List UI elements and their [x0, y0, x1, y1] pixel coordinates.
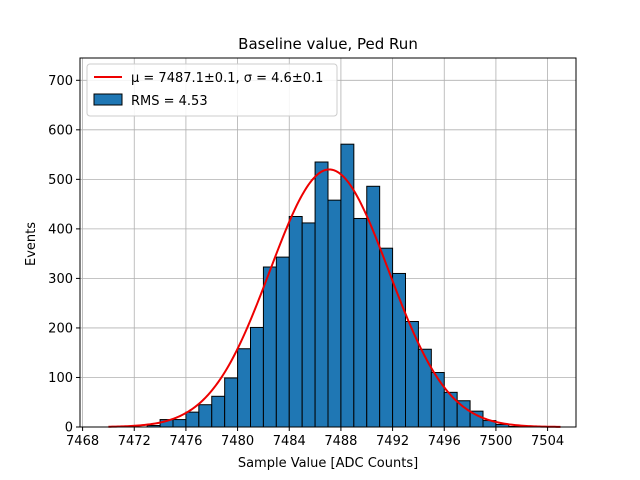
histogram-bar: [250, 326, 264, 428]
y-tick-label: 100: [48, 371, 73, 386]
histogram-bar: [172, 419, 187, 428]
histogram-bar: [430, 372, 445, 428]
x-tick-label: 7492: [376, 434, 409, 449]
y-tick-label: 200: [48, 321, 73, 336]
histogram-bar: [198, 404, 213, 428]
x-tick-label: 7484: [273, 434, 306, 449]
chart-title: Baseline value, Ped Run: [238, 35, 418, 53]
x-tick-label: 7468: [66, 434, 99, 449]
gaussian-fit-curve: [108, 168, 561, 428]
y-tick-label: 500: [48, 173, 73, 188]
y-tick-label: 600: [48, 123, 73, 138]
legend-fit-label: μ = 7487.1±0.1, σ = 4.6±0.1: [131, 71, 323, 86]
x-axis-ticks: 7468 7472 7476 7480 7484 7488 7492 7496 7500 7504: [66, 427, 564, 449]
x-tick-label: 7472: [118, 434, 151, 449]
histogram-bar: [237, 348, 251, 428]
fit-curve-layer: [108, 168, 561, 428]
x-tick-label: 7488: [324, 434, 357, 449]
legend-box: [86, 63, 338, 117]
y-tick-label: 0: [65, 421, 73, 436]
legend-rms-swatch: [93, 93, 123, 106]
histogram-bar: [224, 377, 239, 428]
x-tick-label: 7476: [169, 434, 202, 449]
histogram-bar: [443, 391, 458, 428]
axes-frame: [79, 57, 577, 428]
legend: μ = 7487.1±0.1, σ = 4.6±0.1 RMS = 4.53: [86, 63, 338, 117]
histogram-bar: [262, 266, 277, 428]
y-tick-label: 400: [48, 222, 73, 237]
histogram-bar: [211, 395, 226, 428]
legend-rms-label: RMS = 4.53: [131, 94, 208, 109]
histogram-bar: [314, 161, 329, 428]
histogram-bar: [288, 215, 303, 428]
histogram-bar: [301, 222, 316, 428]
y-tick-label: 300: [48, 272, 73, 287]
x-tick-label: 7500: [479, 434, 512, 449]
histogram-bars: [146, 143, 523, 428]
y-axis-label: Events: [24, 222, 39, 266]
y-tick-label: 700: [48, 74, 73, 89]
histogram-bar: [456, 400, 471, 428]
x-tick-label: 7480: [221, 434, 254, 449]
x-tick-label: 7496: [428, 434, 461, 449]
histogram-bar: [417, 348, 432, 428]
histogram-bar: [275, 256, 290, 428]
x-axis-label: Sample Value [ADC Counts]: [238, 456, 418, 471]
histogram-bar: [185, 411, 200, 428]
histogram-bar: [353, 217, 368, 428]
y-axis-ticks: 0 100 200 300 400 500 600 700: [48, 74, 80, 436]
histogram-bar: [327, 199, 342, 428]
x-tick-label: 7504: [531, 434, 564, 449]
